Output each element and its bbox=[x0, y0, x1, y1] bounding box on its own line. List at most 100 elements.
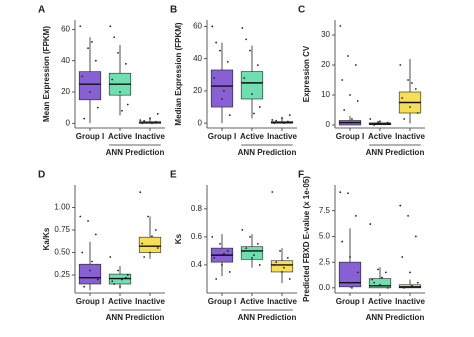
point bbox=[399, 64, 402, 66]
y-tick-label: 0.25 bbox=[54, 270, 70, 279]
y-tick-label: 0.4 bbox=[191, 260, 203, 269]
point bbox=[81, 251, 84, 254]
point bbox=[416, 281, 419, 284]
y-tick-label: 0 bbox=[198, 118, 203, 127]
point bbox=[226, 61, 229, 63]
panel-letter: E bbox=[170, 170, 177, 181]
point bbox=[407, 214, 409, 217]
point bbox=[273, 122, 276, 125]
panel-letter: A bbox=[38, 5, 45, 16]
point bbox=[381, 123, 383, 126]
group-label: ANN Prediction bbox=[366, 313, 425, 322]
y-tick-label: 0.8 bbox=[191, 204, 203, 213]
point bbox=[83, 117, 86, 120]
point bbox=[226, 250, 229, 252]
group-label: ANN Prediction bbox=[366, 148, 425, 157]
point bbox=[94, 59, 97, 62]
point bbox=[211, 235, 214, 238]
point bbox=[151, 235, 153, 238]
point bbox=[241, 27, 244, 29]
point bbox=[354, 64, 357, 66]
point bbox=[384, 271, 387, 274]
group-label: ANN Prediction bbox=[106, 148, 165, 157]
y-axis-label: Ks bbox=[174, 233, 183, 244]
point bbox=[283, 266, 285, 269]
x-tick-label: Group I bbox=[208, 132, 236, 141]
box bbox=[78, 263, 102, 285]
point bbox=[121, 278, 123, 281]
point bbox=[109, 256, 112, 258]
point bbox=[215, 41, 218, 44]
point bbox=[343, 109, 346, 111]
y-tick-label: 20 bbox=[193, 86, 202, 95]
x-tick-label: Group I bbox=[208, 297, 236, 306]
point bbox=[154, 229, 157, 231]
point bbox=[401, 256, 404, 258]
y-tick-label: 20 bbox=[321, 60, 330, 69]
point bbox=[256, 243, 259, 245]
point bbox=[94, 233, 97, 236]
y-axis-label: Ka/Ks bbox=[42, 227, 51, 250]
point bbox=[377, 268, 379, 271]
x-tick-label: Inactive bbox=[135, 297, 165, 306]
point bbox=[113, 36, 116, 39]
point bbox=[91, 260, 93, 263]
x-tick-label: Active bbox=[240, 132, 265, 141]
point bbox=[275, 119, 278, 122]
box bbox=[338, 261, 362, 288]
point bbox=[347, 55, 349, 57]
x-tick-label: Inactive bbox=[267, 297, 297, 306]
point bbox=[228, 271, 231, 273]
point bbox=[87, 220, 89, 222]
point bbox=[91, 41, 93, 43]
y-axis-label: Median Expression (FPKM) bbox=[174, 22, 183, 125]
group-label: ANN Prediction bbox=[238, 313, 297, 322]
point bbox=[249, 49, 251, 52]
point bbox=[87, 47, 89, 50]
point bbox=[228, 114, 231, 117]
point bbox=[354, 214, 357, 217]
box bbox=[368, 278, 392, 289]
y-tick-label: 60 bbox=[61, 25, 70, 34]
point bbox=[139, 119, 142, 122]
point bbox=[89, 91, 91, 93]
point bbox=[117, 51, 119, 54]
point bbox=[243, 77, 246, 79]
point bbox=[223, 90, 225, 92]
point bbox=[117, 269, 119, 272]
point bbox=[403, 286, 406, 289]
point bbox=[149, 251, 151, 254]
point bbox=[356, 100, 359, 102]
point bbox=[83, 285, 86, 288]
point bbox=[401, 97, 404, 99]
point bbox=[143, 120, 146, 122]
point bbox=[245, 38, 248, 41]
point bbox=[79, 215, 82, 218]
point bbox=[156, 247, 159, 249]
point bbox=[149, 117, 151, 120]
point bbox=[245, 247, 248, 250]
box bbox=[270, 260, 294, 273]
y-tick-label: 10 bbox=[321, 90, 330, 99]
point bbox=[124, 276, 127, 279]
point bbox=[111, 78, 114, 81]
point bbox=[253, 112, 255, 115]
point bbox=[219, 49, 221, 52]
y-axis-label: Expression CV bbox=[302, 45, 311, 102]
point bbox=[288, 278, 291, 280]
point bbox=[341, 240, 344, 243]
point bbox=[273, 264, 276, 266]
point bbox=[223, 252, 225, 255]
point bbox=[221, 98, 223, 100]
point bbox=[386, 286, 389, 289]
point bbox=[151, 122, 153, 125]
point bbox=[356, 271, 359, 274]
point bbox=[221, 264, 223, 266]
point bbox=[119, 285, 121, 288]
y-axis-label: Mean Expression (FPKM) bbox=[42, 26, 51, 122]
point bbox=[113, 283, 116, 285]
point bbox=[351, 286, 353, 289]
box bbox=[240, 246, 264, 260]
point bbox=[241, 228, 244, 231]
